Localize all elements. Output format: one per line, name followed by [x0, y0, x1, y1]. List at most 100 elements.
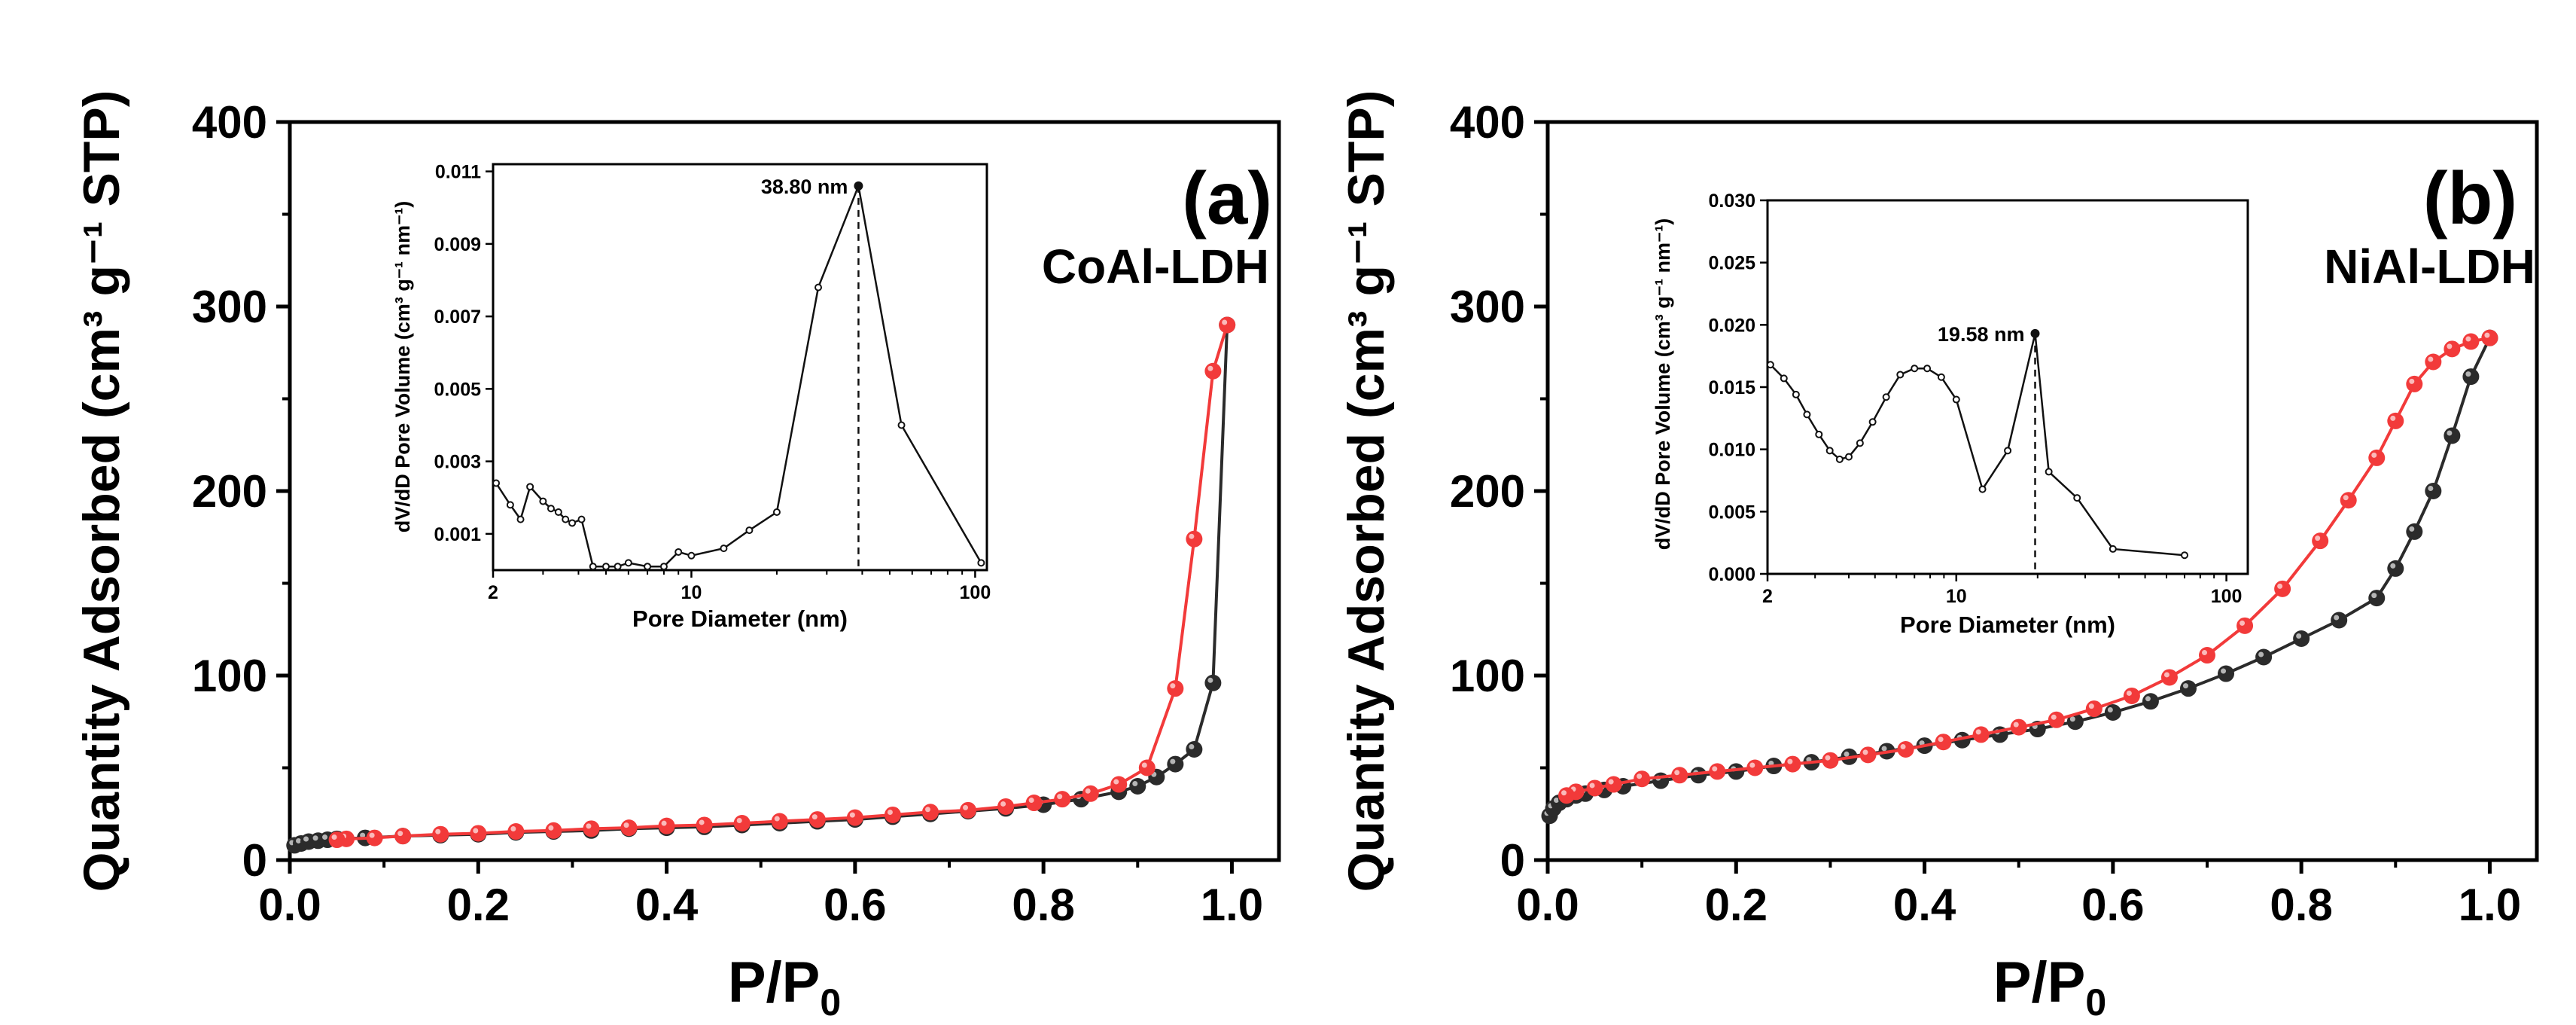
adsorption-point [2104, 704, 2121, 721]
desorption-point-highlight [849, 812, 855, 818]
desorption-point [1935, 734, 1952, 751]
adsorption-point [2406, 523, 2423, 540]
desorption-point-highlight [586, 823, 592, 829]
desorption-point-highlight [1207, 365, 1213, 371]
main-axis-ticks: 0.0 0.2 0.4 0.6 0.8 1.0 0 100 200 300 400 [192, 97, 1263, 930]
inset-peak-label: 38.80 nm [761, 175, 848, 198]
desorption-point-highlight [736, 818, 742, 823]
adsorption-point-highlight [1170, 758, 1176, 764]
desorption-point [1167, 680, 1184, 697]
inset-point [492, 479, 501, 487]
x-axis-title-subscript: 0 [820, 981, 841, 1023]
inset-point [815, 283, 823, 291]
desorption-point-highlight [1085, 788, 1091, 794]
desorption-point [696, 816, 713, 834]
inset-y-tick-label: 0.015 [1708, 377, 1755, 398]
adsorption-point [1129, 778, 1146, 795]
inset-point [2045, 468, 2053, 476]
inset-x-tick-label: 2 [1762, 586, 1773, 607]
x-tick-label: 0.6 [2081, 880, 2144, 930]
inset-point [1780, 374, 1788, 383]
desorption-point-highlight [397, 831, 403, 837]
desorption-point [658, 817, 675, 834]
desorption-point [1634, 770, 1651, 788]
desorption-point [1822, 752, 1839, 769]
desorption-point [884, 806, 901, 823]
adsorption-point-highlight [2182, 683, 2188, 689]
desorption-point [2199, 647, 2215, 664]
y-tick-label: 300 [192, 282, 267, 332]
desorption-point-highlight [2013, 721, 2019, 728]
desorption-point [1082, 785, 1099, 802]
desorption-point-highlight [1222, 319, 1228, 325]
x-tick-label: 0.0 [1516, 880, 1579, 930]
desorption-point-highlight [2371, 452, 2377, 458]
inset-y-tick-label: 0.007 [434, 307, 481, 328]
inset-y-axis-title: dV/dD Pore Volume (cm³ g⁻¹ nm⁻¹) [391, 201, 414, 533]
x-axis-title-subscript: 0 [2085, 981, 2106, 1023]
inset-x-tick-label: 10 [1946, 586, 1967, 607]
inset-point [624, 559, 632, 567]
adsorption-point-highlight [1189, 744, 1195, 749]
inset-point [554, 508, 562, 516]
inset-series [492, 182, 985, 571]
desorption-point-highlight [1000, 801, 1006, 807]
y-tick-label: 0 [242, 835, 267, 886]
adsorption-point-highlight [296, 837, 302, 843]
desorption-point [2406, 375, 2423, 392]
desorption-point [394, 828, 412, 845]
desorption-point [583, 820, 600, 837]
adsorption-point [1204, 674, 1222, 691]
inset-point [1792, 390, 1800, 398]
adsorption-point-highlight [2069, 716, 2075, 722]
adsorption-point-highlight [303, 836, 309, 842]
desorption-point-highlight [331, 834, 337, 840]
inset-peak-point [854, 181, 863, 191]
desorption-point-highlight [1141, 762, 1147, 768]
adsorption-point [2368, 590, 2386, 607]
inset-y-tick-label: 0.030 [1708, 191, 1755, 212]
inset-y-tick-label: 0.000 [1708, 564, 1755, 585]
inset-axis-ticks: 2 10 100 0.001 0.003 0.005 0.007 0.009 0.011 [434, 162, 991, 603]
inset-point [1845, 453, 1853, 461]
inset-y-tick-label: 0.005 [434, 379, 481, 400]
desorption-point-highlight [1825, 755, 1831, 761]
desorption-point-highlight [473, 828, 479, 834]
desorption-point [2123, 687, 2140, 704]
desorption-point-highlight [661, 820, 667, 826]
desorption-point [2481, 329, 2498, 346]
desorption-point [2085, 700, 2103, 718]
desorption-point-highlight [1900, 744, 1906, 749]
desorption-point [1558, 787, 1576, 804]
desorption-point-highlight [623, 822, 629, 828]
desorption-point-highlight [2277, 583, 2283, 589]
main-series [1541, 329, 2498, 825]
desorption-point [2462, 333, 2480, 350]
adsorption-point-highlight [1919, 740, 1925, 746]
inset-y-tick-label: 0.025 [1708, 253, 1755, 274]
inset-point [720, 545, 728, 553]
adsorption-point [1186, 741, 1203, 758]
inset-y-tick-label: 0.003 [434, 452, 481, 473]
desorption-point-highlight [924, 807, 930, 813]
desorption-point-highlight [369, 832, 375, 838]
adsorption-point-highlight [1132, 781, 1138, 786]
x-tick-label: 0.2 [447, 880, 510, 930]
desorption-point [2312, 532, 2329, 550]
panel-label: (a) [1182, 157, 1272, 239]
desorption-point [2160, 669, 2178, 686]
desorption-point [1025, 795, 1043, 812]
desorption-point [2425, 353, 2442, 371]
desorption-point-highlight [510, 826, 516, 832]
inset-frame [1766, 199, 2249, 575]
desorption-point [921, 804, 939, 821]
inset-peak-marker: 19.58 nm [1938, 323, 2040, 574]
inset-point [568, 519, 577, 527]
desorption-point-highlight [2240, 620, 2246, 626]
inset-y-tick-label: 0.011 [435, 162, 481, 183]
adsorption-point-highlight [1207, 677, 1213, 683]
desorption-point [1186, 530, 1203, 548]
desorption-point [1671, 767, 1688, 784]
desorption-point [2010, 718, 2027, 736]
